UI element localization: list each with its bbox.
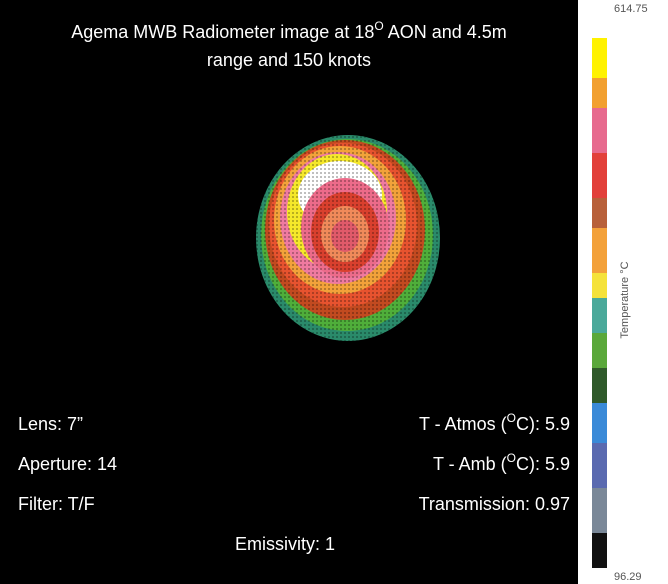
title-superscript: O [374, 19, 383, 33]
label-text: T - Atmos ( [419, 414, 507, 434]
hot-spot [256, 135, 440, 341]
page: Agema MWB Radiometer image at 18O AON an… [0, 0, 668, 584]
title-line: range and 150 knots [207, 50, 371, 70]
colorbar-max: 614.75 [614, 3, 648, 15]
emissivity-label: Emissivity: 1 [235, 534, 335, 554]
label-text: C): 5.9 [516, 454, 570, 474]
lens-label: Lens: 7” [18, 414, 83, 434]
label-text: C): 5.9 [516, 414, 570, 434]
colorbar-min: 96.29 [614, 571, 642, 583]
colorbar-label: Temperature °C [619, 261, 631, 338]
colorbar [592, 38, 607, 568]
transmission-label: Transmission: 0.97 [419, 494, 570, 514]
screenshot: Agema MWB Radiometer image at 18O AON an… [0, 0, 668, 584]
aperture-label: Aperture: 14 [18, 454, 117, 474]
title-line: Agema MWB Radiometer image at 18O AON an… [71, 19, 507, 42]
title-text: Agema MWB Radiometer image at 18 [71, 22, 374, 42]
label-superscript: O [507, 411, 516, 425]
filter-label: Filter: T/F [18, 494, 95, 514]
atmos-label: T - Atmos (OC): 5.9 [419, 411, 570, 434]
amb-label: T - Amb (OC): 5.9 [433, 451, 570, 474]
label-superscript: O [507, 451, 516, 465]
title-text: AON and 4.5m [384, 22, 507, 42]
label-text: T - Amb ( [433, 454, 507, 474]
